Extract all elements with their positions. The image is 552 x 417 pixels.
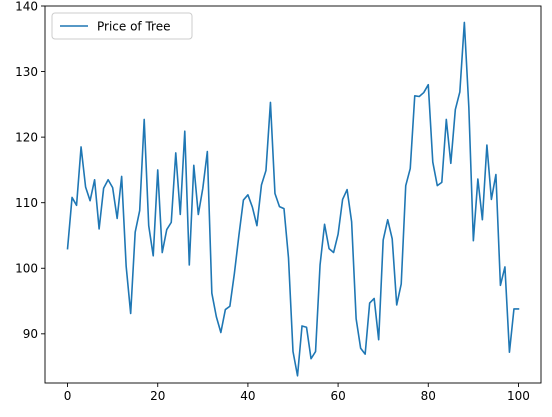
plot-area: 0 20 40 60 80 100 90 100 110 120 130 140 — [15, 0, 542, 403]
x-tick-label: 60 — [330, 389, 345, 403]
y-tick-label: 140 — [15, 0, 38, 13]
legend-box — [51, 12, 193, 40]
y-tick-label: 120 — [15, 130, 38, 144]
x-tick-label: 40 — [240, 389, 255, 403]
y-tick-label: 110 — [15, 196, 38, 210]
x-tick-label: 80 — [421, 389, 436, 403]
y-tick-label: 100 — [15, 262, 38, 276]
series-line-0 — [66, 21, 520, 377]
x-tick-label: 100 — [507, 389, 530, 403]
y-tick-label: 130 — [15, 65, 38, 79]
legend-label: Price of Tree — [97, 19, 170, 33]
axes-frame — [44, 5, 542, 384]
x-tick-label: 0 — [64, 389, 72, 403]
legend: Price of Tree — [51, 12, 193, 40]
x-tick-label: 20 — [150, 389, 165, 403]
y-tick-label: 90 — [23, 327, 38, 341]
